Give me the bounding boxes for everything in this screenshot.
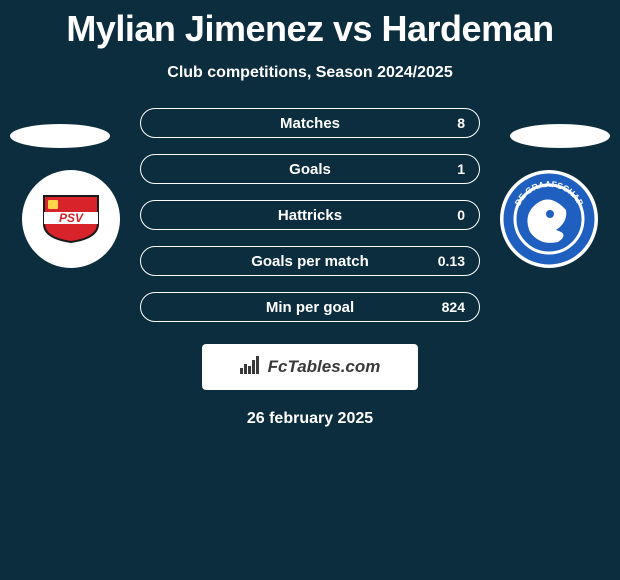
stat-row: Goals 1 [140,154,480,184]
stat-row: Hattricks 0 [140,200,480,230]
source-logo: FcTables.com [202,344,418,390]
stat-value-right: 0 [457,201,465,229]
stat-label: Hattricks [278,207,342,224]
date-label: 26 february 2025 [0,410,620,428]
stat-label: Matches [280,115,340,132]
stat-list: Matches 8 Goals 1 Hattricks 0 Goals per … [140,108,480,322]
subtitle: Club competitions, Season 2024/2025 [0,64,620,82]
stat-label: Goals [289,161,331,178]
stat-row: Matches 8 [140,108,480,138]
stat-row: Goals per match 0.13 [140,246,480,276]
stat-value-right: 0.13 [438,247,465,275]
page-title: Mylian Jimenez vs Hardeman [0,0,620,50]
stat-value-right: 824 [442,293,465,321]
stat-label: Goals per match [251,253,369,270]
source-logo-text: FcTables.com [268,357,381,377]
stat-value-right: 1 [457,155,465,183]
stat-row: Min per goal 824 [140,292,480,322]
stat-label: Min per goal [266,299,354,316]
stat-value-right: 8 [457,109,465,137]
bar-chart-icon [240,356,262,379]
